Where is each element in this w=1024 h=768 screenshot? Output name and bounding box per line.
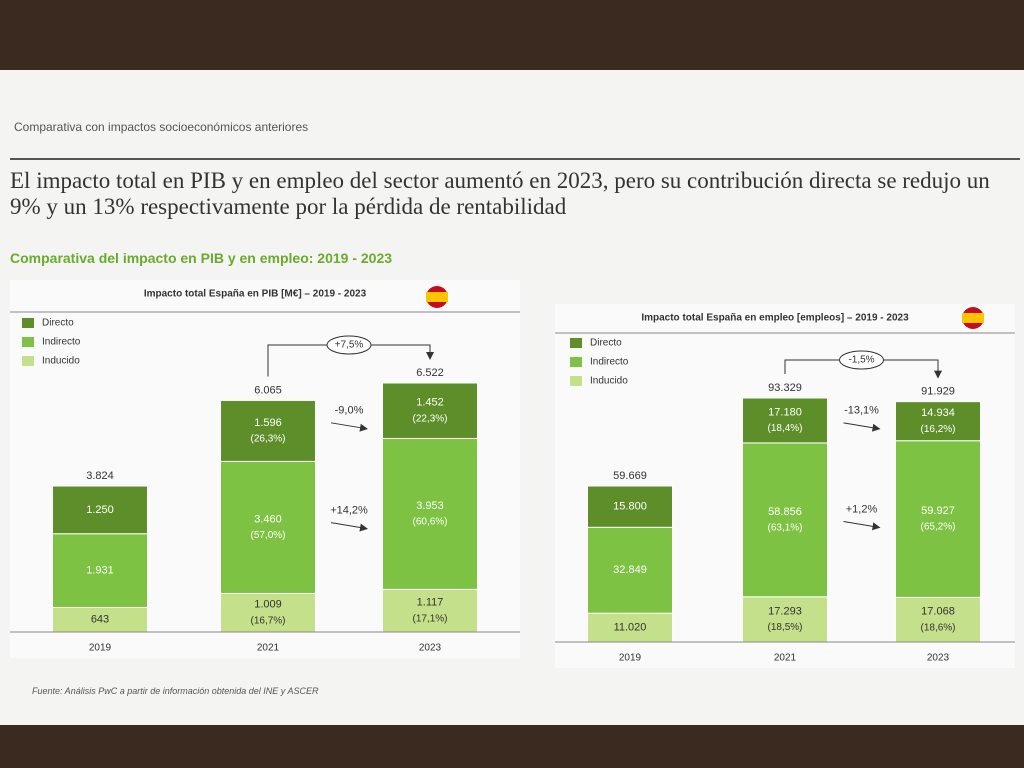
share-label: (57,0%) [250,530,285,541]
category-label: 2021 [774,653,797,664]
total-label: 3.824 [86,470,114,482]
source: Fuente: Análisis PwC a partir de informa… [32,686,319,696]
chart-title: Impacto total España en empleo [empleos]… [641,313,909,324]
share-label: (18,4%) [767,423,802,434]
category-label: 2023 [419,643,442,654]
bar-segment [382,437,478,590]
legend-swatch [22,337,34,347]
total-label: 91.929 [921,386,955,398]
value-label: 1.452 [416,397,444,409]
total-label: 93.329 [768,382,802,394]
value-label: 59.927 [921,505,955,517]
share-label: (65,2%) [920,522,955,533]
value-label: 1.117 [417,597,444,609]
value-label: 58.856 [768,506,802,518]
category-label: 2023 [927,653,950,664]
share-label: (16,2%) [920,424,955,435]
value-label: 14.934 [921,407,955,419]
header-rule [10,158,1020,160]
value-label: 3.460 [254,513,282,525]
value-label: 1.596 [254,417,282,429]
change-bubble [326,335,372,355]
bar-segment [382,382,478,439]
value-label: 15.800 [613,501,647,513]
share-label: (63,1%) [767,522,802,533]
value-label: 17.180 [768,406,802,418]
value-label: 17.068 [921,606,955,618]
category-label: 2021 [257,643,280,654]
category-label: 2019 [619,653,642,664]
legend-swatch [570,357,582,367]
annotation: +7,5% [335,340,364,351]
bar-segment [742,596,828,643]
value-label: 1.931 [86,564,114,576]
change-bubble [839,350,884,370]
share-label: (60,6%) [412,517,447,528]
share-label: (22,3%) [412,413,447,424]
value-label: 1.009 [254,599,282,611]
change-arrow [843,520,881,531]
value-label: 32.849 [613,564,647,576]
bar-segment [742,397,828,444]
bar-segment [220,592,316,633]
bar-segment [895,401,981,442]
legend-label: Inducido [590,376,628,387]
category-label: 2019 [89,643,112,654]
bar-segment [742,442,828,598]
bar-segment [895,596,981,643]
legend-label: Indirecto [590,357,629,368]
value-label: 1.250 [86,504,114,516]
flag-band [962,313,984,323]
bar-segment [52,533,148,608]
share-label: (26,3%) [250,434,285,445]
flag-band [426,292,448,302]
legend-swatch [570,338,582,348]
legend-label: Inducido [42,356,80,367]
headline: El impacto total en PIB y en empleo del … [10,168,990,219]
change-arrow [843,422,881,432]
change-arrow [330,522,368,532]
total-label: 6.065 [254,384,282,396]
value-label: 11.020 [614,622,647,634]
bar-segment [220,460,316,594]
bar-segment [52,485,148,535]
annotation: -13,1% [844,405,879,417]
annotation: +14,2% [330,505,368,517]
bar-segment [587,612,673,643]
annotation: +1,2% [846,503,878,515]
value-label: 643 [91,614,109,626]
header: Comparativa con impactos socioeconómicos… [14,120,309,134]
legend-swatch [570,376,582,386]
bar-segment [895,440,981,598]
bar-segment [220,399,316,462]
value-label: 3.953 [416,500,444,512]
legend-label: Indirecto [42,337,81,348]
legend-swatch [22,356,34,366]
change-arrow [330,422,368,432]
bar-segment [587,526,673,614]
annotation: -1,5% [848,355,874,366]
share-label: (18,6%) [920,622,955,633]
subtitle: Comparativa del impacto en PIB y en empl… [10,250,393,266]
value-label: 17.293 [768,605,802,617]
share-label: (18,5%) [767,622,802,633]
legend-label: Directo [590,338,622,349]
legend-label: Directo [42,318,74,329]
total-label: 6.522 [416,367,444,379]
chart-title: Impacto total España en PIB [M€] – 2019 … [144,289,367,300]
share-label: (16,7%) [250,615,285,626]
bar-segment [382,588,478,633]
legend-swatch [22,318,34,328]
share-label: (17,1%) [412,613,447,624]
annotation: -9,0% [335,405,364,417]
total-label: 59.669 [613,470,647,482]
bar-segment [587,485,673,528]
